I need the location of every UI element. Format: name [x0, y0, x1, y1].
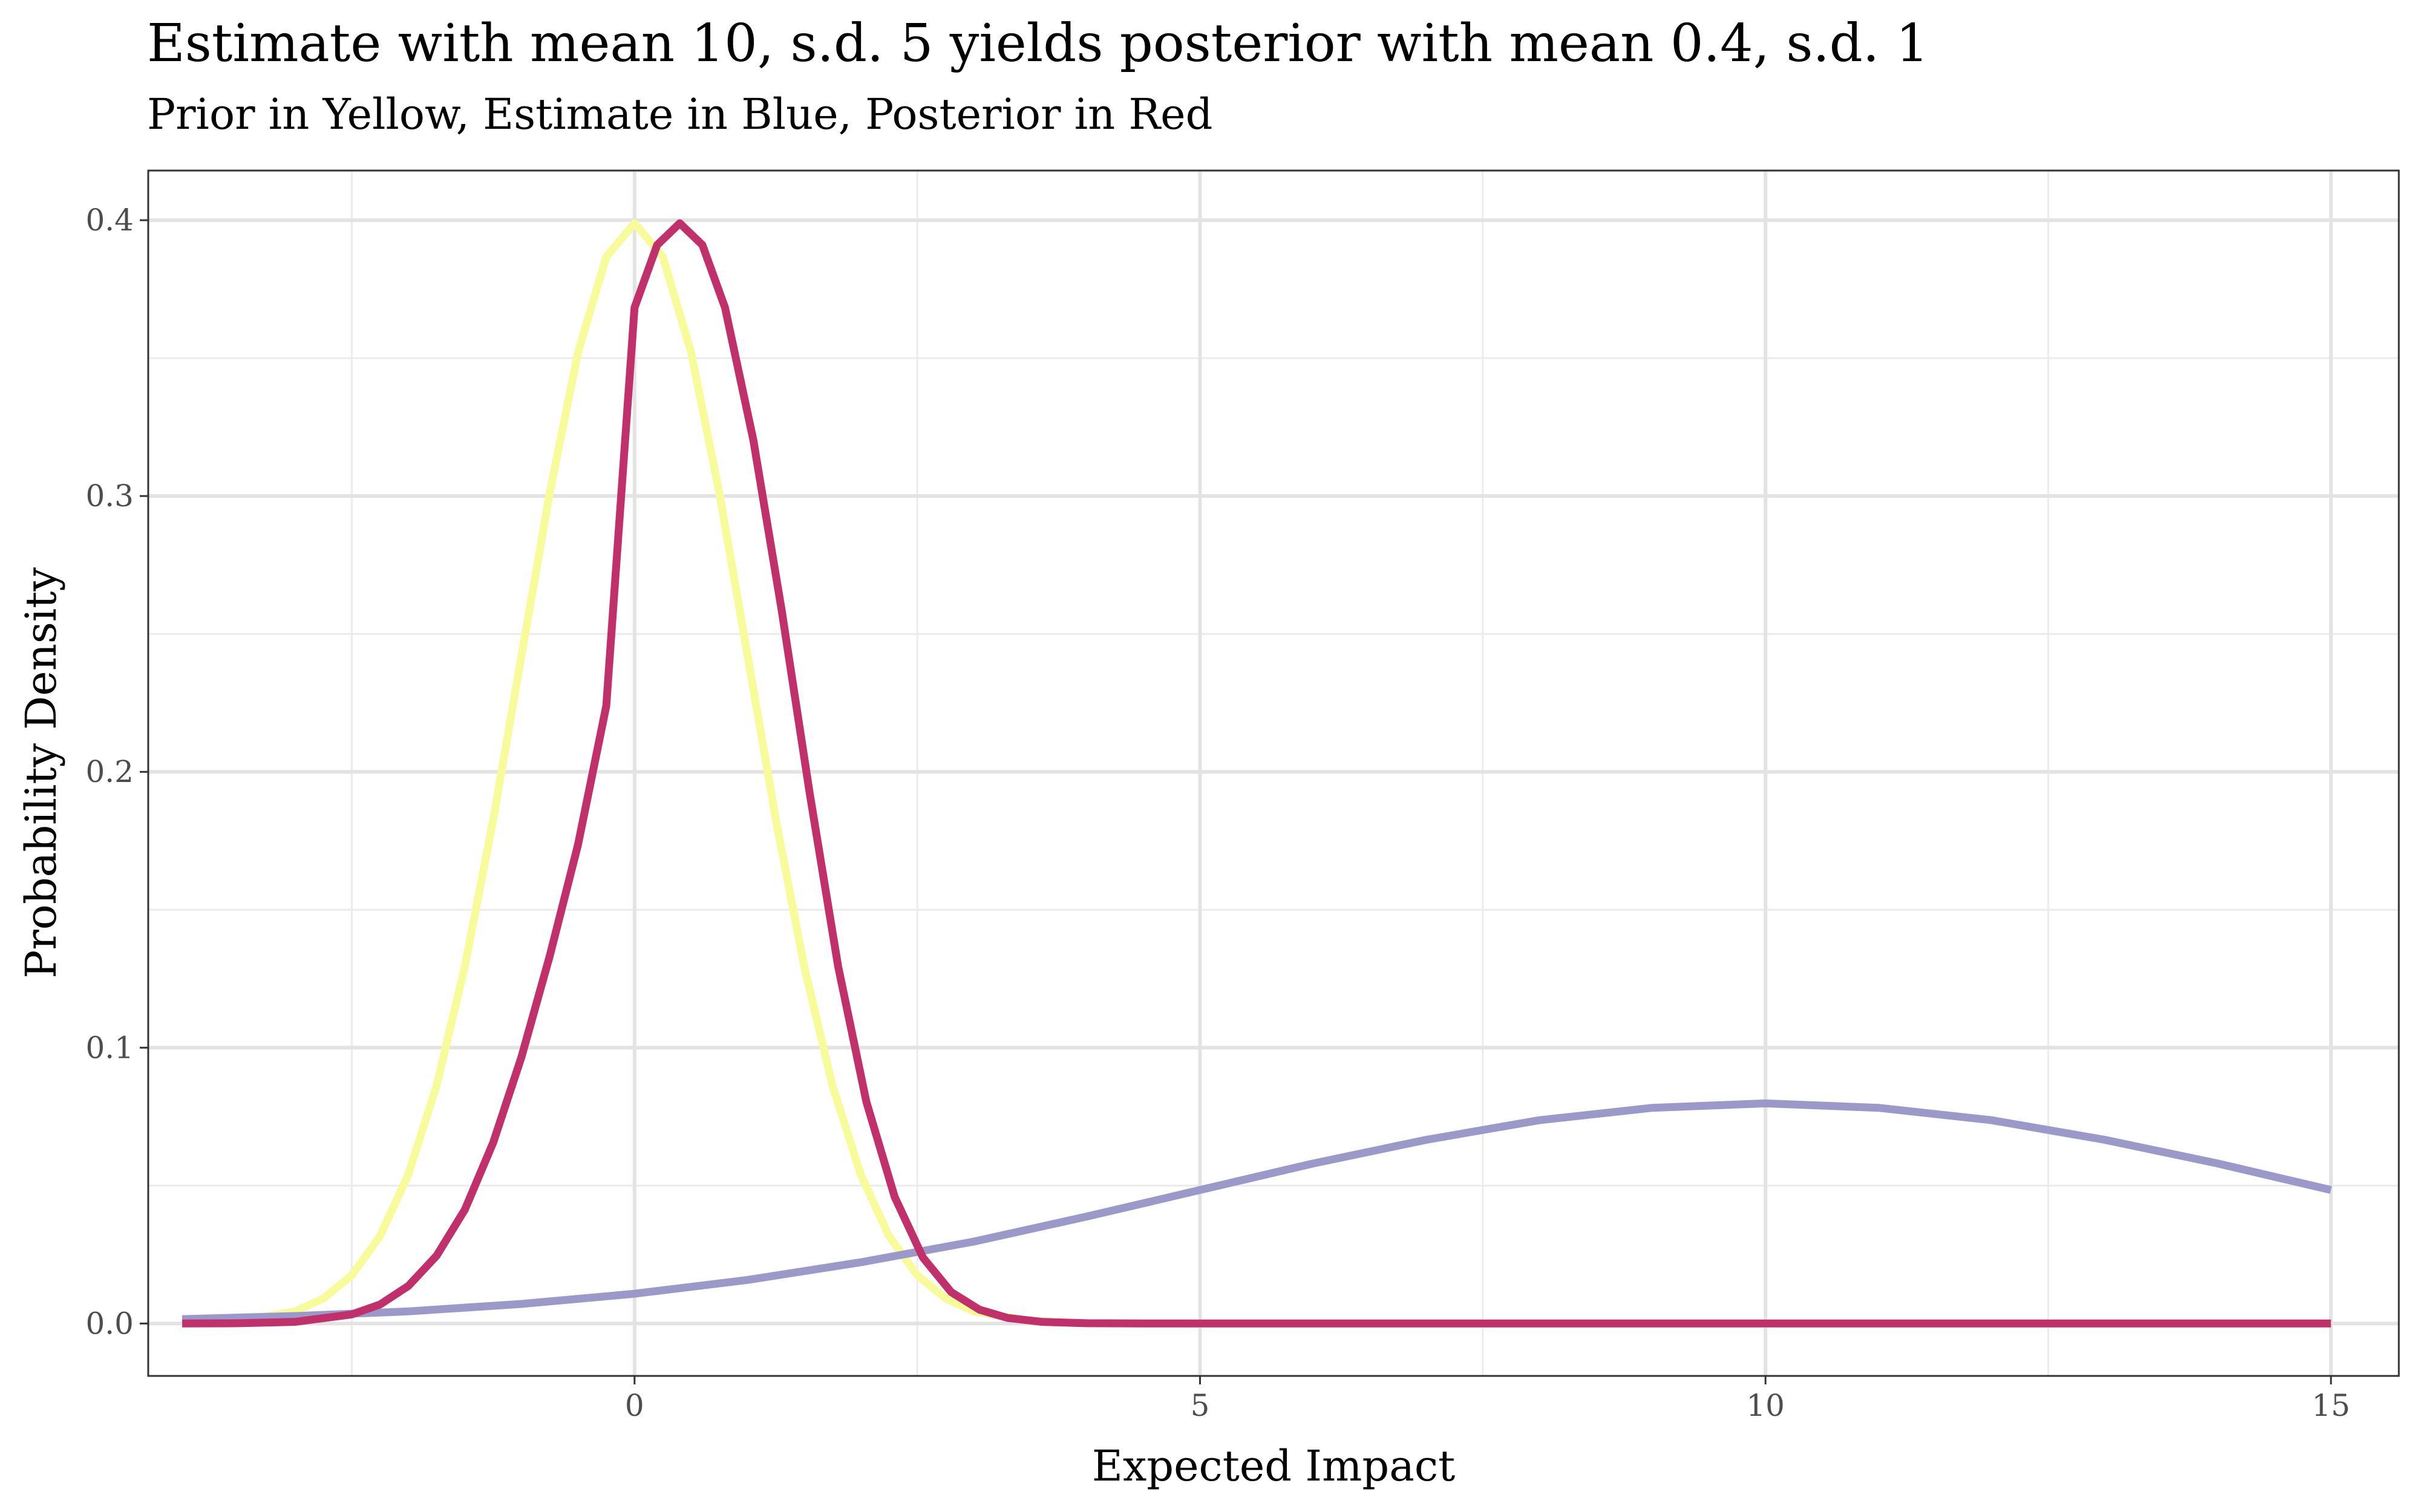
- chart-subtitle: Prior in Yellow, Estimate in Blue, Poste…: [147, 90, 1213, 139]
- x-tick-label: 10: [1746, 1388, 1785, 1423]
- y-tick-label: 0.0: [85, 1306, 134, 1341]
- y-tick-label: 0.4: [85, 203, 134, 238]
- axis-ticks: 0 5 10 15 0.0 0.1 0.2 0.3 0.4: [85, 203, 2350, 1423]
- y-tick-label: 0.2: [85, 754, 134, 789]
- chart-title: Estimate with mean 10, s.d. 5 yields pos…: [147, 13, 1929, 74]
- gridlines: [148, 171, 2399, 1376]
- posterior-density-line: [182, 219, 2331, 1328]
- prior-density-line: [182, 219, 2331, 1328]
- x-tick-label: 15: [2312, 1388, 2350, 1423]
- x-tick-label: 5: [1191, 1388, 1210, 1423]
- panel-border: [147, 169, 2400, 1377]
- x-axis-title: Expected Impact: [1092, 1441, 1456, 1491]
- y-axis-title: Probability Density: [16, 567, 66, 979]
- estimate-density-line: [182, 1099, 2332, 1323]
- x-tick-label: 0: [625, 1388, 644, 1423]
- series-lines: [182, 219, 2332, 1328]
- y-tick-label: 0.1: [85, 1030, 134, 1065]
- y-tick-label: 0.3: [85, 478, 134, 513]
